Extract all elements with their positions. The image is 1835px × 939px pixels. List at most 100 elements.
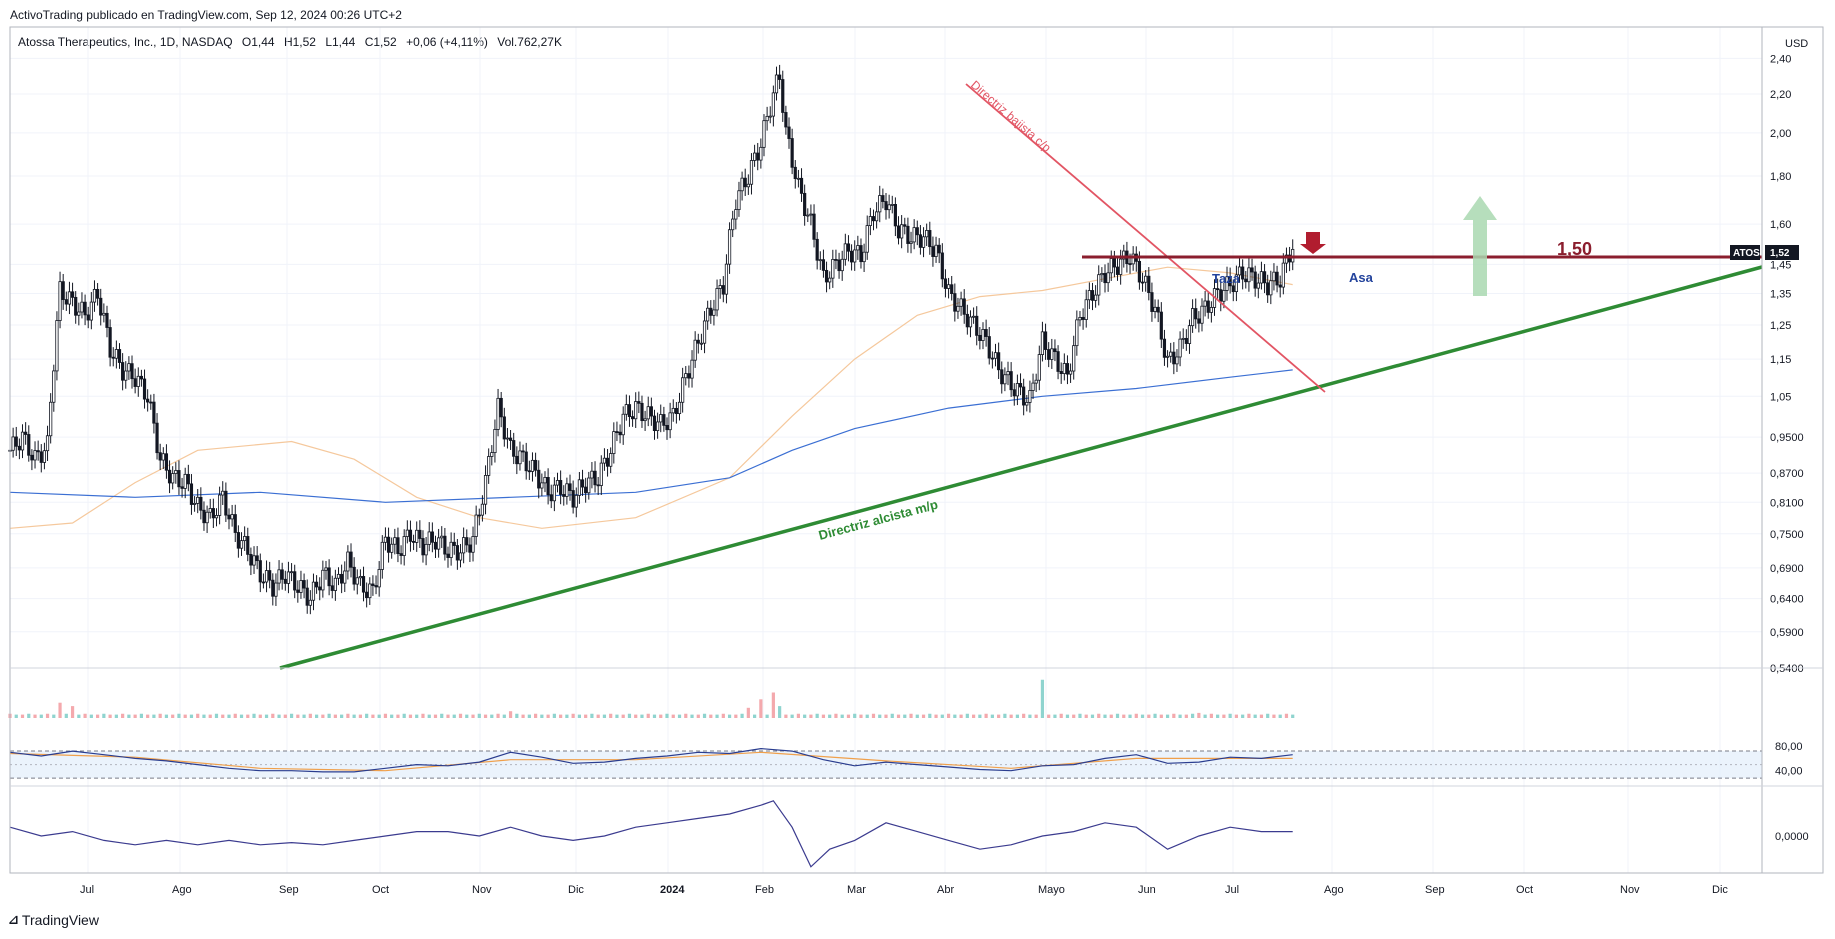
volume-bar	[1284, 713, 1289, 718]
candle-body	[765, 115, 769, 122]
volume-bar	[753, 714, 757, 718]
volume-bar	[340, 714, 344, 718]
candle-body	[1122, 250, 1126, 260]
volume-bar	[1159, 714, 1163, 718]
currency-label[interactable]: USD	[1785, 38, 1808, 50]
candle-body	[261, 581, 266, 584]
volume-bar	[1178, 714, 1182, 718]
volume-bar	[83, 713, 87, 718]
volume-bar	[427, 714, 431, 718]
volume-bar	[1084, 714, 1088, 718]
oscillator-pane	[9, 800, 1293, 868]
volume-bar	[865, 714, 869, 718]
candle-body	[865, 225, 869, 253]
volume-bar	[778, 706, 782, 718]
volume-bar	[221, 714, 225, 718]
candle-body	[1025, 401, 1029, 406]
candle-body	[762, 120, 766, 148]
candle-body	[311, 581, 316, 601]
candle-body	[490, 452, 494, 457]
volume-bar	[790, 714, 794, 718]
volume-bar	[114, 714, 118, 718]
candle-body	[443, 535, 447, 555]
volume-bar	[465, 714, 469, 718]
volume-bar	[972, 714, 976, 718]
candle-body	[1209, 307, 1213, 313]
volume-bar	[264, 714, 269, 718]
y-tick-label: 2,20	[1770, 89, 1791, 101]
candle-body	[796, 177, 801, 180]
candle-body	[884, 201, 888, 211]
x-tick-label: Dic	[568, 884, 584, 896]
volume-bar	[834, 713, 838, 718]
candle-body	[674, 407, 678, 415]
volume-bar	[1122, 714, 1126, 718]
candle-body	[386, 536, 391, 553]
candle-body	[474, 514, 478, 537]
candle-body	[174, 470, 178, 474]
candle-body	[164, 453, 169, 471]
candle-body	[646, 406, 650, 420]
candle-body	[465, 537, 469, 546]
candle-body	[136, 375, 140, 387]
volume-bar	[640, 714, 644, 718]
candle-body	[1015, 383, 1020, 397]
candle-body	[296, 589, 300, 593]
candle-body	[1003, 374, 1007, 385]
candle-body	[430, 531, 434, 543]
candle-body	[264, 570, 269, 583]
candle-body	[1281, 262, 1285, 288]
candle-body	[496, 397, 500, 430]
candle-body	[815, 238, 819, 261]
candle-body	[940, 252, 944, 280]
candle-body	[1216, 288, 1220, 291]
candle-body	[953, 293, 957, 312]
volume-bar	[352, 714, 356, 718]
candle-body	[161, 453, 165, 461]
volume-bar	[921, 714, 926, 718]
volume-bar	[646, 713, 650, 718]
candle-body	[1228, 276, 1232, 287]
candle-body	[233, 514, 237, 533]
candle-body	[593, 470, 597, 486]
candle-body	[227, 514, 231, 520]
candle-body	[67, 291, 72, 305]
volume-bar	[727, 714, 732, 718]
volume-bar	[508, 711, 513, 718]
volume-bar	[390, 714, 394, 718]
rsi-label-80: 80,00	[1775, 741, 1803, 753]
candle-body	[1172, 351, 1176, 365]
candle-body	[602, 457, 607, 464]
x-tick-label: Dic	[1712, 884, 1728, 896]
candle-body	[487, 456, 491, 476]
candle-body	[380, 541, 384, 570]
candle-body	[643, 418, 647, 422]
volume-bar	[590, 713, 594, 718]
volume-bar	[196, 713, 200, 718]
volume-bar	[571, 713, 575, 718]
candle-body	[411, 540, 416, 543]
candle-body	[1200, 305, 1204, 324]
volume-bar	[302, 714, 306, 718]
volume-bar	[321, 714, 325, 718]
price-pane: Directriz bajista c/p Directriz alcista m…	[8, 64, 1763, 670]
candle-body	[427, 531, 431, 545]
candle-body	[746, 183, 750, 188]
candle-body	[656, 421, 660, 432]
candle-body	[1231, 285, 1235, 293]
candle-body	[549, 494, 553, 502]
candle-body	[167, 469, 172, 484]
candle-body	[925, 230, 929, 238]
candle-body	[950, 284, 954, 294]
sma-slow-line	[9, 369, 1293, 503]
tradingview-footer[interactable]: ⊿ TradingView	[8, 912, 99, 928]
x-tick-label: Nov	[472, 884, 492, 896]
candle-body	[559, 480, 563, 495]
candle-body	[681, 377, 685, 403]
volume-bar	[909, 713, 913, 718]
candle-body	[252, 555, 256, 566]
volume-bar	[1015, 714, 1019, 718]
candle-body	[1247, 267, 1251, 283]
candle-body	[446, 553, 450, 558]
